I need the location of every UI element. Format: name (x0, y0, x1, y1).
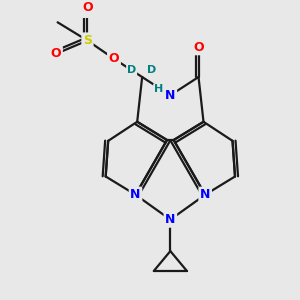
Text: S: S (83, 34, 92, 47)
Text: O: O (51, 47, 61, 60)
Text: O: O (82, 1, 93, 14)
Text: D: D (147, 65, 157, 75)
Text: H: H (154, 84, 163, 94)
Text: N: N (165, 89, 176, 102)
Text: O: O (109, 52, 119, 65)
Text: O: O (193, 41, 204, 54)
Text: N: N (165, 213, 176, 226)
Text: N: N (200, 188, 210, 201)
Text: N: N (130, 188, 141, 201)
Text: D: D (127, 65, 136, 75)
